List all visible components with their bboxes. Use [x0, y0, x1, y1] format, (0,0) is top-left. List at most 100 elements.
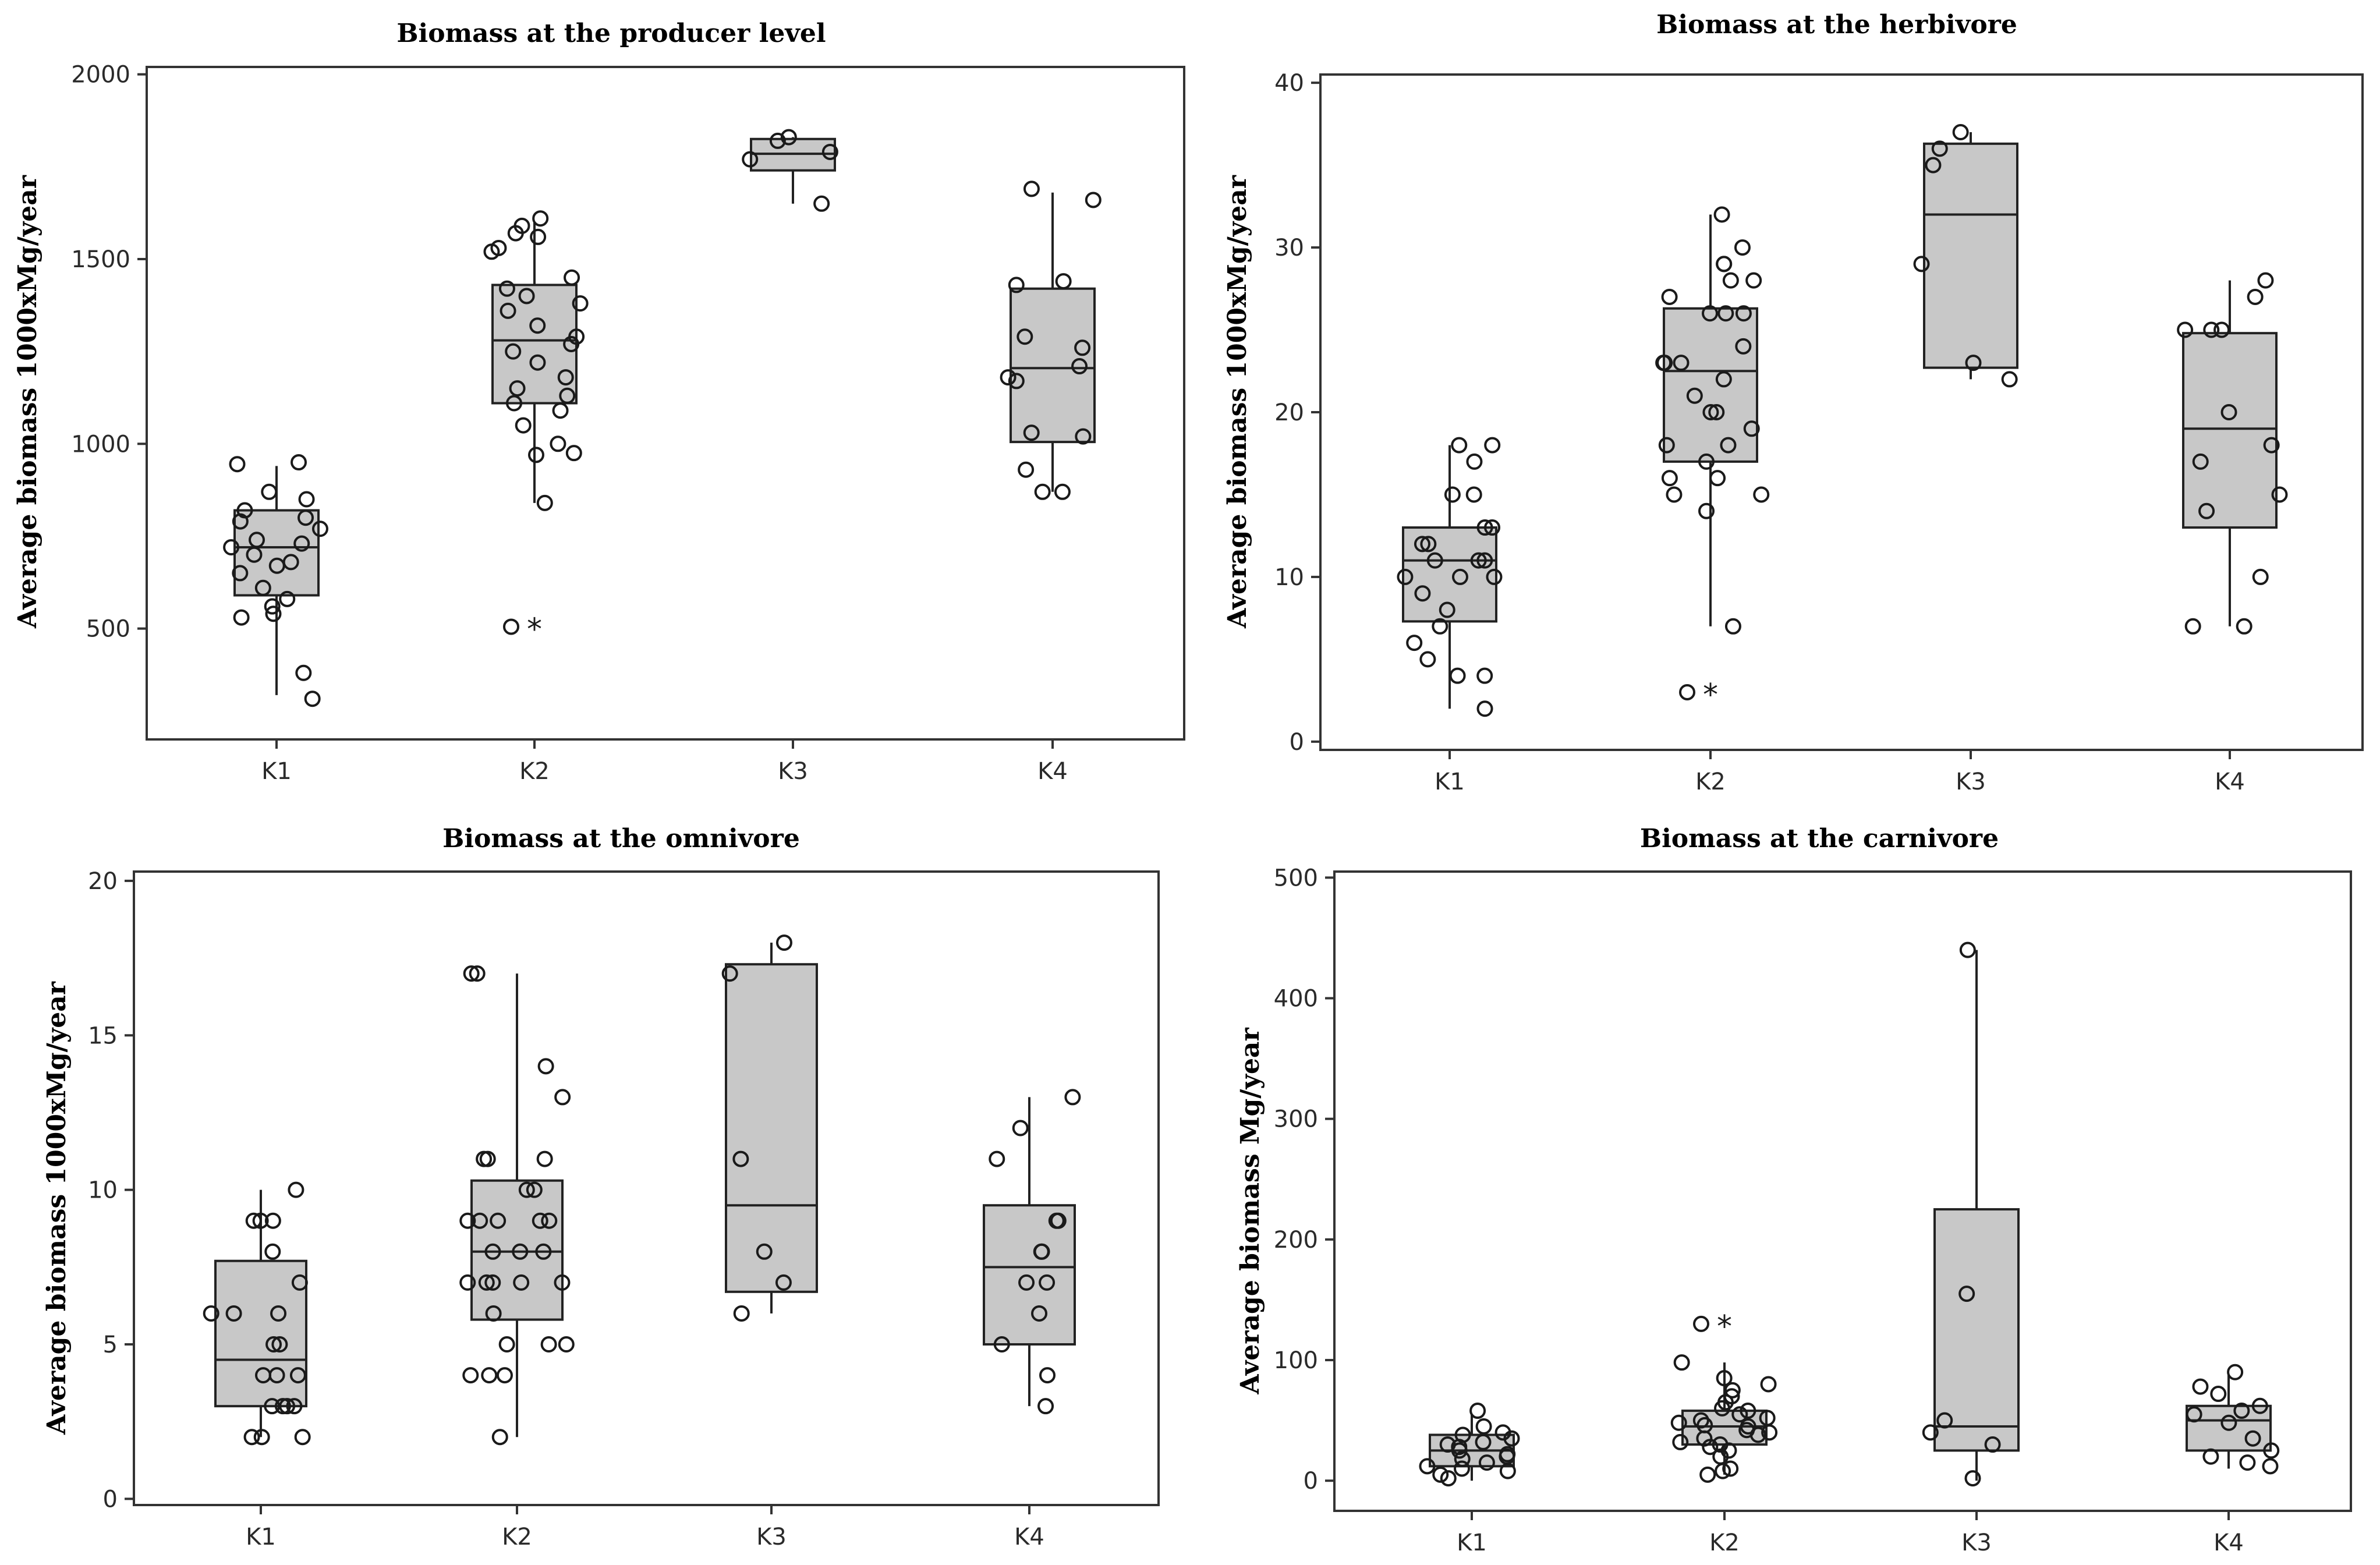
outlier-marker: * — [1703, 678, 1718, 713]
y-tick-label: 500 — [86, 616, 130, 643]
data-point — [2186, 1406, 2202, 1423]
data-point — [498, 1336, 515, 1353]
data-point — [1039, 1274, 1056, 1291]
data-point — [1702, 305, 1719, 322]
data-point — [490, 1212, 507, 1229]
data-point — [491, 1429, 508, 1446]
data-point — [1959, 941, 1976, 958]
data-point — [527, 447, 544, 463]
data-point — [1661, 470, 1678, 487]
data-point — [513, 1274, 530, 1291]
iqr-box — [725, 963, 818, 1293]
data-point — [1018, 1274, 1035, 1291]
data-point — [733, 1305, 750, 1322]
data-point — [1466, 453, 1483, 470]
data-point — [813, 195, 830, 212]
data-point — [1740, 1403, 1756, 1419]
box-series — [203, 934, 1081, 1446]
data-point — [1037, 1398, 1054, 1415]
data-point — [1503, 1430, 1520, 1447]
data-point — [1008, 277, 1025, 293]
x-tick-label: K1 — [261, 758, 292, 785]
data-point — [261, 483, 278, 500]
iqr-box — [1010, 287, 1096, 444]
y-tick-label: 0 — [1290, 729, 1304, 756]
y-tick-label: 30 — [1274, 235, 1304, 261]
data-point — [2252, 568, 2269, 585]
data-point — [1023, 180, 1040, 197]
iqr-box — [1923, 142, 2018, 369]
box-K4 — [2177, 272, 2288, 635]
data-point — [2202, 1448, 2219, 1465]
data-point — [1475, 1433, 1492, 1450]
data-point — [1440, 1470, 1457, 1487]
y-axis: 0 5 10 15 20 — [88, 868, 134, 1513]
data-point — [1449, 667, 1466, 684]
x-tick-label: K3 — [778, 758, 808, 785]
data-point — [2001, 371, 2018, 388]
data-point — [1017, 328, 1033, 345]
data-point — [2263, 1442, 2280, 1459]
x-axis: K1 K2 K3 K4 — [1435, 750, 2245, 795]
data-point — [1672, 1433, 1689, 1450]
data-point — [1034, 483, 1051, 500]
data-point — [1397, 568, 1414, 585]
box-K1 — [223, 454, 328, 707]
data-point — [1476, 519, 1493, 536]
data-point — [1714, 1400, 1731, 1417]
y-tick-label: 300 — [1274, 1106, 1318, 1133]
data-point — [484, 1274, 501, 1291]
data-point — [1419, 651, 1436, 668]
data-point — [1693, 1315, 1709, 1332]
data-point — [291, 454, 307, 471]
data-point — [1760, 1376, 1777, 1393]
data-point — [1000, 369, 1017, 386]
x-tick-label: K1 — [246, 1524, 276, 1550]
data-point — [478, 1274, 495, 1291]
data-point — [476, 1150, 493, 1167]
data-point — [246, 546, 263, 563]
data-point — [203, 1305, 219, 1322]
data-point — [2247, 288, 2264, 305]
data-point — [1071, 358, 1088, 375]
data-point — [245, 1212, 262, 1229]
data-point — [229, 456, 246, 473]
data-point — [462, 1367, 479, 1384]
y-tick-label: 10 — [88, 1177, 118, 1204]
y-tick-label: 5 — [103, 1332, 118, 1358]
data-point — [559, 387, 576, 404]
x-tick-label: K2 — [1709, 1529, 1740, 1556]
data-point — [550, 435, 566, 452]
data-point — [2213, 321, 2230, 338]
data-point — [253, 1429, 270, 1446]
data-point — [286, 1398, 303, 1415]
x-tick-label: K1 — [1435, 769, 1465, 795]
data-point — [463, 965, 480, 982]
iqr-box — [1663, 307, 1758, 463]
data-point — [1018, 461, 1035, 478]
data-point — [1465, 486, 1482, 503]
data-point — [1931, 140, 1948, 157]
data-point — [1655, 355, 1672, 371]
box-K2 — [459, 965, 575, 1446]
data-point — [1925, 157, 1942, 174]
data-point — [249, 532, 265, 548]
data-point — [564, 269, 580, 286]
y-axis: 0 100 200 300 400 500 — [1274, 865, 1334, 1495]
data-point — [264, 1212, 281, 1229]
data-point — [1075, 428, 1092, 445]
data-point — [529, 354, 546, 371]
data-point — [1039, 1367, 1056, 1384]
chart-omnivore: Biomass at the omnivore Average biomass … — [42, 824, 1160, 1550]
data-point — [1717, 305, 1734, 322]
chart-producer: Biomass at the producer level Average bi… — [13, 19, 1185, 785]
data-point — [1984, 1436, 2001, 1453]
data-point — [536, 1150, 553, 1167]
data-point — [1936, 1412, 1953, 1429]
data-point — [1679, 684, 1695, 700]
data-point — [721, 965, 738, 982]
data-point — [1699, 1466, 1716, 1483]
data-point — [232, 513, 249, 530]
data-point — [2244, 1430, 2261, 1447]
box-K3 — [1913, 124, 2018, 388]
